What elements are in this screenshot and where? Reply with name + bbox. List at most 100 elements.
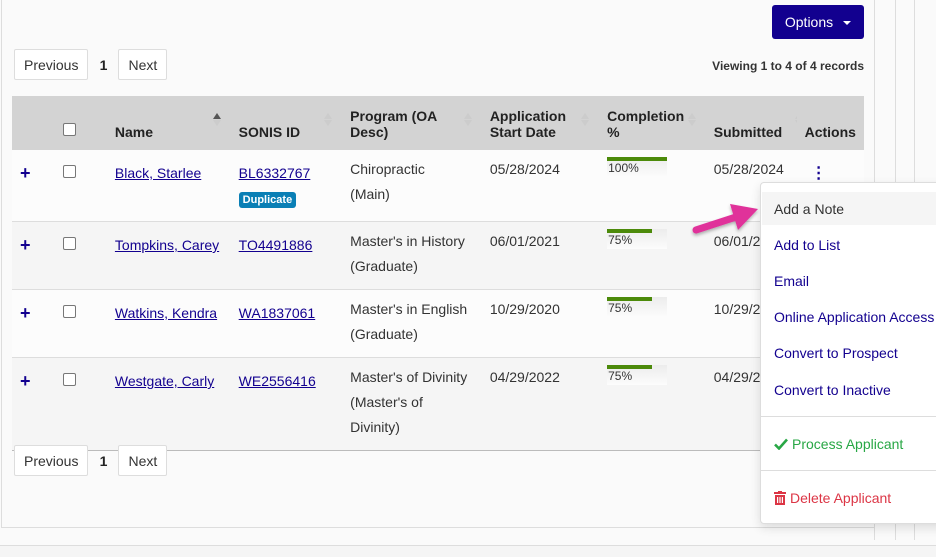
sonis-id-link[interactable]: TO4491886 — [238, 237, 313, 253]
completion-progress: 75% — [607, 297, 668, 317]
progress-bar — [607, 297, 653, 301]
table-row: + Black, Starlee BL6332767 Duplicate Chiropr… — [12, 150, 864, 222]
next-button[interactable]: Next — [118, 49, 168, 80]
row-checkbox[interactable] — [62, 237, 76, 250]
applicant-name-link[interactable]: Watkins, Kendra — [114, 305, 218, 321]
start-date: 04/29/2022 — [489, 369, 560, 385]
sort-icon — [463, 113, 472, 126]
header-label: % — [607, 124, 620, 140]
header-completion[interactable]: Completion % — [599, 96, 706, 150]
cell-select — [55, 290, 107, 358]
start-date: 06/01/2021 — [489, 233, 560, 249]
cell-name: Tompkins, Carey — [107, 222, 231, 290]
pagination-top: Previous 1 Next — [14, 49, 168, 80]
header-program[interactable]: Program (OA Desc) — [342, 96, 482, 150]
header-actions: Actions — [796, 96, 864, 150]
record-count: Viewing 1 to 4 of 4 records — [712, 59, 864, 73]
menu-item-convert-to-prospect[interactable]: Convert to Prospect — [774, 344, 898, 361]
cell-submitted: 05/28/2024 — [706, 150, 797, 222]
start-date: 05/28/2024 — [489, 161, 560, 177]
row-checkbox[interactable] — [62, 305, 76, 318]
header-label: Start Date — [489, 124, 556, 140]
cell-completion: 75% — [599, 222, 706, 290]
expand-plus-icon[interactable]: + — [20, 235, 31, 255]
cell-sonis-id: BL6332767 Duplicate — [231, 150, 342, 222]
header-sonis-id[interactable]: SONIS ID — [230, 96, 343, 150]
sonis-id-link[interactable]: WA1837061 — [238, 305, 316, 321]
cell-select — [55, 358, 107, 451]
completion-label: 75% — [608, 301, 633, 315]
completion-progress: 75% — [607, 229, 668, 249]
program-text: (Master's of — [350, 394, 423, 410]
menu-item-online-application-access[interactable]: Online Application Access — [774, 308, 935, 325]
content-panel — [1, 0, 875, 528]
sort-icon — [212, 113, 221, 126]
expand-plus-icon[interactable]: + — [20, 371, 31, 391]
cell-program: Master's of Divinity (Master's of Divinity… — [342, 358, 482, 451]
cell-start-date: 10/29/2020 — [482, 290, 599, 358]
annotation-arrow-icon — [692, 204, 758, 234]
cell-expand: + — [12, 222, 55, 290]
menu-item-process-applicant[interactable]: Process Applicant — [762, 427, 936, 460]
cell-sonis-id: WA1837061 — [231, 290, 342, 358]
actions-dropdown-menu: Add a Note Add to List Email Online Appl… — [760, 182, 936, 524]
header-label: Application — [489, 108, 567, 124]
header-label: Program (OA — [350, 108, 438, 124]
previous-button[interactable]: Previous — [14, 445, 89, 476]
cell-expand: + — [12, 358, 55, 451]
header-start-date[interactable]: Application Start Date — [481, 96, 600, 150]
menu-divider — [761, 470, 936, 471]
menu-item-label: Process Applicant — [792, 435, 904, 452]
completion-label: 75% — [608, 233, 633, 247]
applicant-name-link[interactable]: Tompkins, Carey — [114, 237, 220, 253]
options-button[interactable]: Options — [772, 5, 864, 39]
header-name[interactable]: Name — [106, 96, 231, 150]
applicants-table: Name SONIS ID Program (OA Desc) Applicat… — [12, 96, 864, 451]
cell-start-date: 04/29/2022 — [482, 358, 599, 451]
current-page[interactable]: 1 — [99, 452, 108, 469]
divider — [0, 545, 936, 546]
previous-button[interactable]: Previous — [14, 49, 89, 80]
header-label: Completion — [607, 108, 685, 124]
check-icon — [774, 438, 788, 450]
cell-program: Master's in History (Graduate) — [342, 222, 482, 290]
menu-item-delete-applicant[interactable]: Delete Applicant — [762, 481, 936, 514]
program-text: Chiropractic — [350, 161, 425, 177]
program-text: (Graduate) — [350, 258, 418, 274]
menu-item-convert-to-inactive[interactable]: Convert to Inactive — [774, 381, 891, 398]
program-text: Master's in English — [350, 301, 468, 317]
program-text: Divinity) — [350, 419, 400, 435]
menu-item-add-to-list[interactable]: Add to List — [774, 236, 841, 253]
progress-bar — [607, 157, 668, 161]
select-all-checkbox[interactable] — [62, 123, 76, 136]
expand-plus-icon[interactable]: + — [20, 303, 31, 323]
expand-plus-icon[interactable]: + — [20, 163, 31, 183]
cell-sonis-id: TO4491886 — [231, 222, 342, 290]
row-checkbox[interactable] — [62, 165, 76, 178]
sonis-id-link[interactable]: WE2556416 — [238, 373, 316, 389]
cell-completion: 75% — [599, 290, 706, 358]
cell-submitted: 04/29/2 — [706, 358, 797, 451]
applicant-name-link[interactable]: Westgate, Carly — [114, 373, 215, 389]
applicant-name-link[interactable]: Black, Starlee — [114, 165, 202, 181]
header-submitted[interactable]: Submitted — [705, 96, 803, 150]
cell-name: Westgate, Carly — [107, 358, 231, 451]
row-checkbox[interactable] — [62, 373, 76, 386]
progress-bar — [607, 229, 653, 233]
cell-start-date: 06/01/2021 — [482, 222, 599, 290]
header-label: Actions — [804, 124, 856, 140]
next-button[interactable]: Next — [118, 445, 168, 476]
menu-item-email[interactable]: Email — [774, 272, 810, 289]
completion-progress: 100% — [607, 157, 668, 177]
trash-icon — [774, 490, 786, 505]
cell-start-date: 05/28/2024 — [482, 150, 599, 222]
pagination-bottom: Previous 1 Next — [14, 445, 168, 476]
menu-item-add-note[interactable]: Add a Note — [762, 192, 936, 225]
sonis-id-link[interactable]: BL6332767 — [238, 165, 311, 181]
current-page[interactable]: 1 — [99, 56, 108, 73]
kebab-menu-icon[interactable]: ⋮ — [810, 165, 827, 182]
completion-progress: 75% — [607, 365, 668, 385]
program-text: Master's of Divinity — [350, 369, 468, 385]
cell-name: Black, Starlee — [107, 150, 231, 222]
